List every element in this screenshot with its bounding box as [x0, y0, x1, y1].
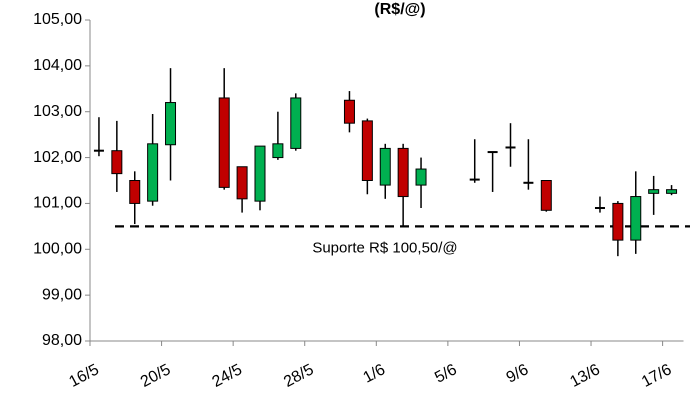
candle-body — [272, 143, 284, 159]
x-tick-label: 20/5 — [138, 361, 174, 391]
x-tick-label: 13/6 — [567, 361, 603, 391]
chart-title: (R$/@) — [374, 1, 425, 18]
candle-body — [397, 147, 409, 198]
candle-body — [361, 120, 373, 181]
y-tick-label: 101,00 — [33, 195, 82, 212]
candle-body — [218, 97, 230, 188]
x-tick-label: 16/5 — [66, 361, 102, 391]
candle-body — [165, 102, 177, 146]
candle-body — [612, 202, 624, 241]
candle-body — [290, 97, 302, 149]
y-tick-label: 99,00 — [42, 286, 82, 303]
candle-body — [343, 99, 355, 124]
candle-body — [415, 168, 427, 186]
candle-body — [111, 150, 123, 175]
candle-body — [147, 143, 159, 202]
candle-body — [648, 189, 660, 194]
x-tick-label: 1/6 — [361, 361, 389, 387]
candle-body — [379, 147, 391, 186]
x-tick-label: 17/6 — [639, 361, 675, 391]
candle-body — [630, 196, 642, 241]
candle-body — [505, 146, 516, 149]
candle-body — [129, 180, 141, 204]
candle-body — [93, 149, 104, 152]
y-tick-label: 102,00 — [33, 149, 82, 166]
y-tick-label: 100,00 — [33, 241, 82, 258]
candle-body — [254, 145, 266, 202]
y-tick-label: 103,00 — [33, 103, 82, 120]
candle-body — [666, 189, 678, 194]
x-tick-label: 5/6 — [432, 361, 460, 387]
x-tick-label: 9/6 — [504, 361, 532, 387]
y-tick-label: 105,00 — [33, 11, 82, 28]
y-tick-label: 98,00 — [42, 332, 82, 349]
y-tick-label: 104,00 — [33, 57, 82, 74]
x-tick-label: 24/5 — [210, 361, 246, 391]
candle-body — [487, 151, 498, 154]
candle-body — [594, 207, 605, 210]
candle-body — [523, 181, 534, 184]
candle-body — [540, 180, 552, 211]
candle-body — [469, 178, 480, 181]
candle-body — [236, 166, 248, 200]
support-label: Suporte R$ 100,50/@ — [312, 239, 457, 256]
x-tick-label: 28/5 — [281, 361, 317, 391]
